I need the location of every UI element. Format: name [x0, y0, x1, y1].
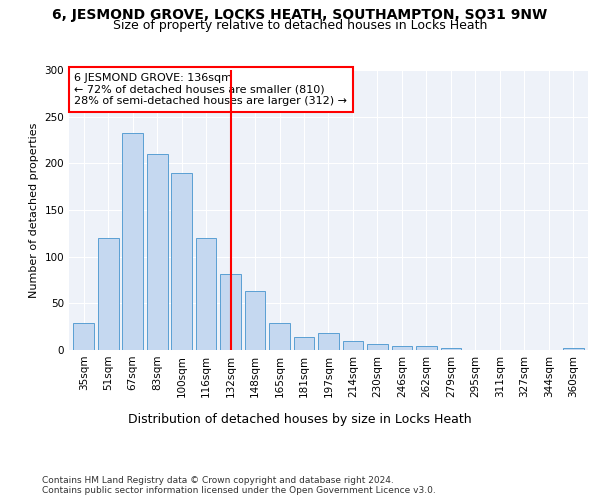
Text: Contains HM Land Registry data © Crown copyright and database right 2024.
Contai: Contains HM Land Registry data © Crown c… — [42, 476, 436, 495]
Bar — [220, 274, 241, 350]
Text: 6, JESMOND GROVE, LOCKS HEATH, SOUTHAMPTON, SO31 9NW: 6, JESMOND GROVE, LOCKS HEATH, SOUTHAMPT… — [52, 8, 548, 22]
Bar — [122, 132, 143, 350]
Bar — [171, 172, 192, 350]
Bar — [196, 238, 217, 350]
Bar — [563, 348, 584, 350]
Bar — [367, 344, 388, 350]
Text: Distribution of detached houses by size in Locks Heath: Distribution of detached houses by size … — [128, 412, 472, 426]
Bar — [73, 323, 94, 350]
Bar — [293, 337, 314, 350]
Bar — [392, 346, 412, 350]
Bar — [147, 154, 167, 350]
Bar — [245, 291, 265, 350]
Text: 6 JESMOND GROVE: 136sqm
← 72% of detached houses are smaller (810)
28% of semi-d: 6 JESMOND GROVE: 136sqm ← 72% of detache… — [74, 73, 347, 106]
Bar — [318, 333, 339, 350]
Text: Size of property relative to detached houses in Locks Heath: Size of property relative to detached ho… — [113, 18, 487, 32]
Bar — [440, 348, 461, 350]
Bar — [98, 238, 119, 350]
Bar — [343, 340, 364, 350]
Bar — [416, 346, 437, 350]
Bar — [269, 323, 290, 350]
Y-axis label: Number of detached properties: Number of detached properties — [29, 122, 39, 298]
